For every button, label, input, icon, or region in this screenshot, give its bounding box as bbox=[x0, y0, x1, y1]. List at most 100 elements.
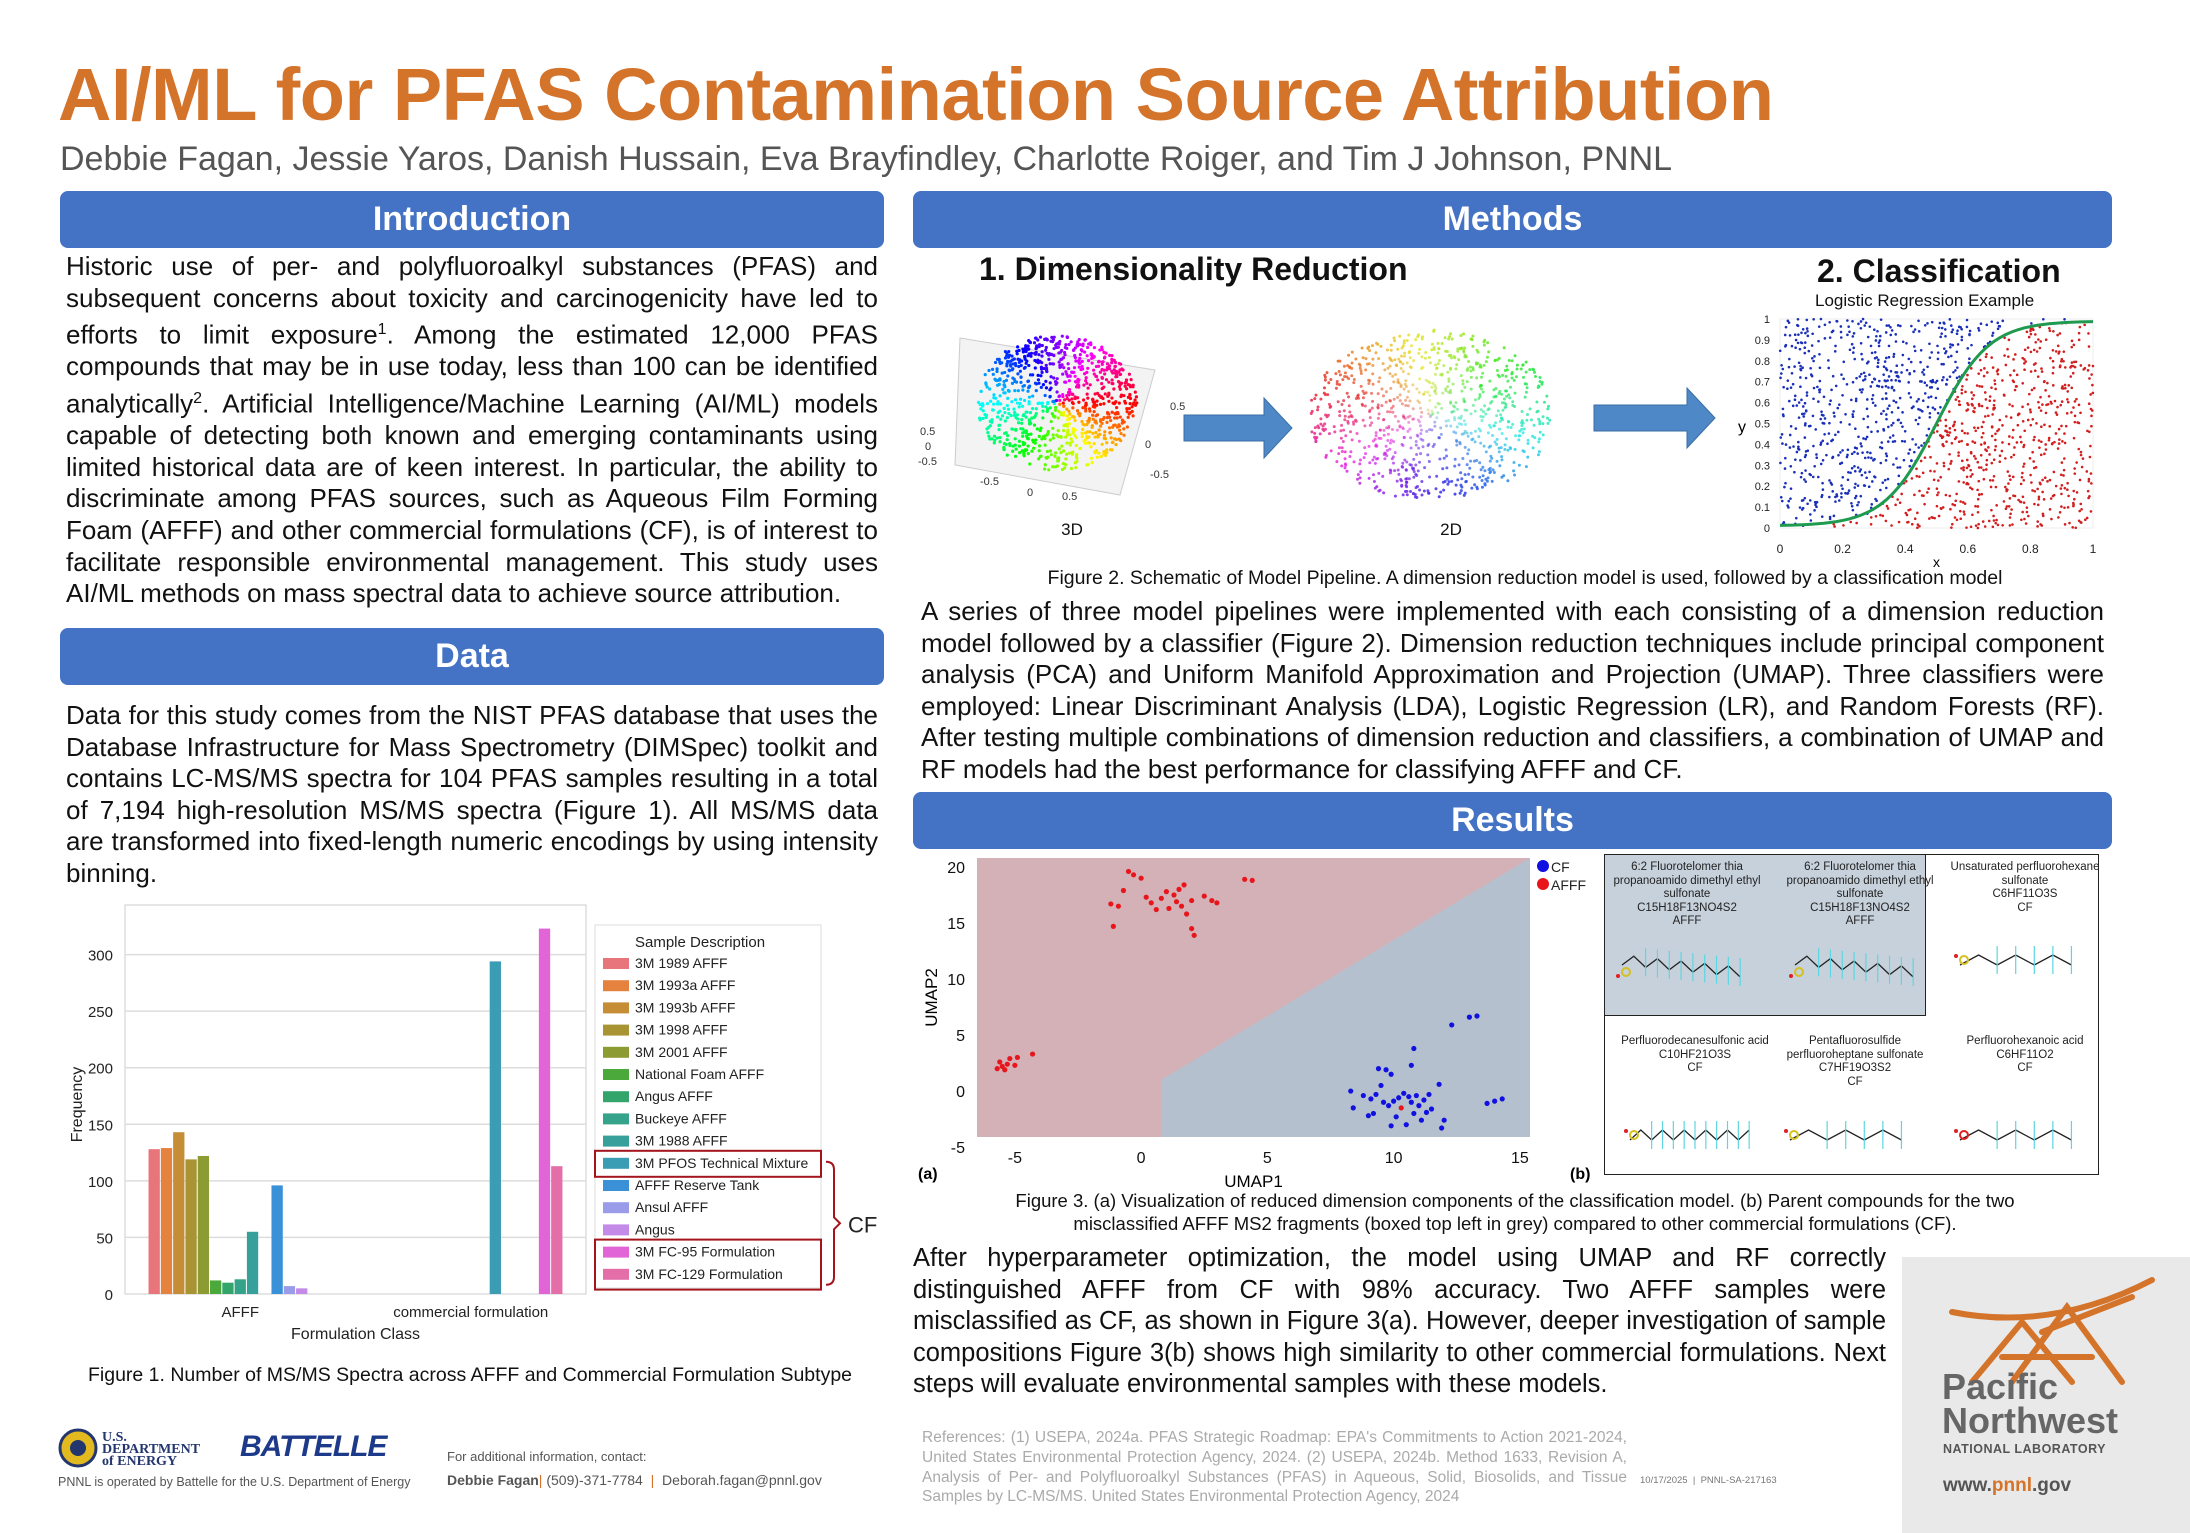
cf-highlight-box bbox=[594, 1238, 822, 1291]
lr-point bbox=[1971, 513, 1974, 517]
3d-point bbox=[984, 415, 988, 420]
lr-point bbox=[2039, 340, 2043, 343]
lr-point bbox=[1936, 493, 1939, 497]
3d-point bbox=[1126, 415, 1130, 419]
2d-point bbox=[1368, 349, 1372, 353]
3d-point bbox=[1074, 359, 1078, 363]
cf-point bbox=[1375, 1066, 1382, 1072]
3d-axis-tick: -0.5 bbox=[1150, 469, 1169, 481]
2d-point bbox=[1504, 437, 1508, 441]
cf-highlight-box bbox=[594, 1149, 822, 1178]
2d-point bbox=[1480, 387, 1484, 391]
lr-point bbox=[2027, 335, 2031, 339]
3d-point bbox=[985, 427, 989, 431]
lr-point bbox=[1831, 490, 1835, 493]
2d-point bbox=[1531, 434, 1535, 438]
3d-point bbox=[1119, 362, 1123, 366]
lr-point bbox=[2059, 403, 2063, 407]
3d-point bbox=[1029, 354, 1033, 358]
2d-point bbox=[1494, 421, 1498, 425]
compound-formula: C15H18F13NO4S2 bbox=[1637, 901, 1737, 914]
lr-point bbox=[1980, 385, 1984, 388]
lr-point bbox=[1936, 351, 1940, 354]
3d-point bbox=[1037, 343, 1042, 347]
lr-point bbox=[1892, 352, 1896, 356]
contact-email-link[interactable]: Deborah.fagan@pnnl.gov bbox=[662, 1472, 822, 1488]
2d-point bbox=[1440, 372, 1444, 376]
lr-point bbox=[1869, 451, 1872, 455]
2d-point bbox=[1420, 355, 1424, 359]
2d-point bbox=[1435, 474, 1439, 478]
cf-point bbox=[1406, 1094, 1412, 1100]
2d-point bbox=[1481, 465, 1485, 469]
lr-point bbox=[1813, 509, 1816, 512]
lr-point bbox=[1853, 446, 1857, 450]
2d-point bbox=[1503, 443, 1507, 447]
2d-point bbox=[1367, 382, 1371, 386]
lr-point bbox=[2089, 407, 2093, 411]
lr-point bbox=[1940, 332, 1943, 335]
lr-point bbox=[2063, 506, 2066, 510]
2d-point bbox=[1398, 399, 1402, 403]
3d-point bbox=[1108, 415, 1112, 419]
lr-point bbox=[1801, 405, 1805, 408]
2d-point bbox=[1462, 432, 1466, 436]
lr-point bbox=[1973, 441, 1977, 445]
lr-point bbox=[1966, 432, 1969, 435]
lr-x-tick: 1 bbox=[2090, 542, 2097, 556]
2d-point bbox=[1507, 393, 1511, 397]
2d-point bbox=[1427, 459, 1431, 463]
2d-point bbox=[1358, 366, 1362, 370]
lr-point bbox=[1802, 415, 1806, 418]
lr-point bbox=[1909, 396, 1913, 399]
lr-point bbox=[1966, 443, 1970, 446]
2d-point bbox=[1380, 387, 1384, 391]
lr-point bbox=[1800, 499, 1804, 502]
lr-point bbox=[2087, 479, 2091, 483]
2d-point bbox=[1443, 479, 1447, 483]
2d-point bbox=[1420, 410, 1424, 414]
3d-point bbox=[1110, 354, 1114, 358]
lr-point bbox=[2037, 338, 2040, 341]
2d-point bbox=[1514, 375, 1518, 379]
lr-point bbox=[1968, 329, 1972, 333]
lr-point bbox=[1822, 395, 1826, 399]
2d-point bbox=[1455, 443, 1459, 447]
lr-point bbox=[1851, 335, 1855, 338]
pnnl-url-link[interactable]: www.pnnl.gov bbox=[1943, 1475, 2071, 1497]
lr-point bbox=[1888, 404, 1891, 408]
y-tick-label: 300 bbox=[88, 948, 113, 965]
2d-point bbox=[1359, 470, 1363, 474]
lr-point bbox=[2036, 487, 2039, 491]
lr-point bbox=[1996, 372, 2000, 376]
lr-point bbox=[1848, 330, 1851, 334]
2d-point bbox=[1401, 362, 1405, 366]
3d-point bbox=[1037, 444, 1042, 448]
lr-point bbox=[2089, 444, 2092, 448]
lr-point bbox=[1954, 436, 1958, 439]
lr-point bbox=[1977, 326, 1980, 330]
lr-point bbox=[2063, 317, 2066, 321]
lr-point bbox=[1959, 517, 1963, 521]
3d-point bbox=[1110, 357, 1114, 361]
3d-point bbox=[1016, 389, 1020, 393]
2d-point bbox=[1390, 406, 1394, 410]
y-axis-label: Frequency bbox=[69, 1067, 86, 1143]
oxygen-atom bbox=[1784, 1129, 1788, 1133]
2d-point bbox=[1386, 410, 1390, 414]
2d-point bbox=[1388, 372, 1392, 376]
3d-point bbox=[1087, 441, 1091, 445]
lr-point bbox=[1983, 442, 1986, 445]
lr-point bbox=[1864, 321, 1868, 325]
legend-swatch bbox=[603, 1246, 629, 1258]
oxygen-atom bbox=[1789, 974, 1793, 978]
2d-point bbox=[1368, 461, 1372, 465]
3d-point bbox=[981, 416, 985, 421]
2d-point bbox=[1436, 351, 1440, 355]
lr-point bbox=[1995, 518, 1998, 522]
lr-point bbox=[1898, 379, 1902, 383]
lr-point bbox=[1944, 350, 1948, 353]
lr-point bbox=[1910, 324, 1913, 328]
2d-point bbox=[1428, 414, 1432, 418]
lr-point bbox=[1950, 526, 1953, 529]
